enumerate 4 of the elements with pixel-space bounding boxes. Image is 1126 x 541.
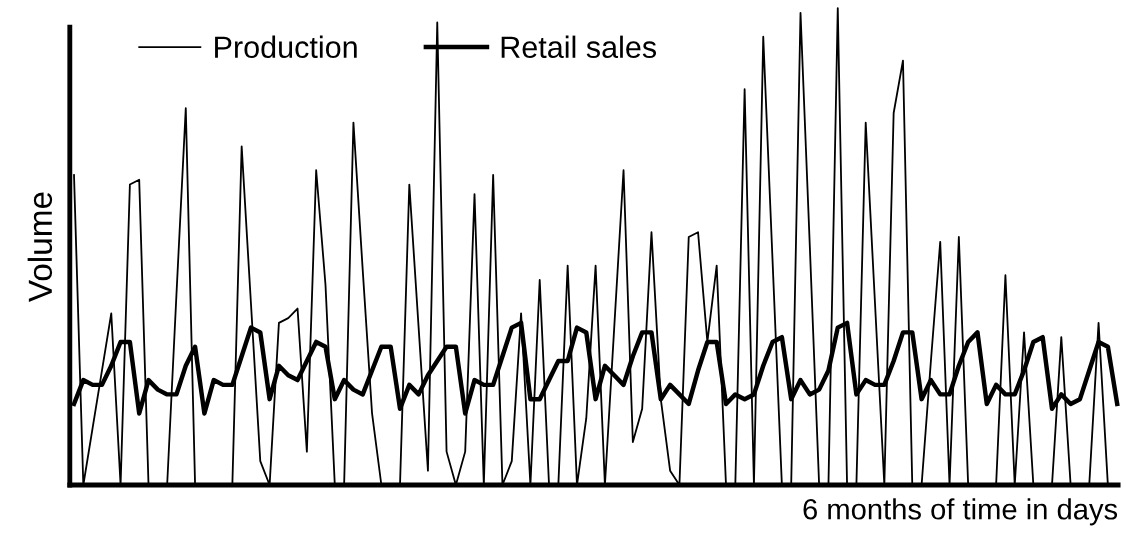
legend-label: Production [215, 35, 357, 59]
x-axis-title: 6 months of time in days [803, 498, 1118, 526]
y-axis-title: Volume [27, 192, 53, 303]
legend-label: Retail sales [501, 35, 657, 59]
